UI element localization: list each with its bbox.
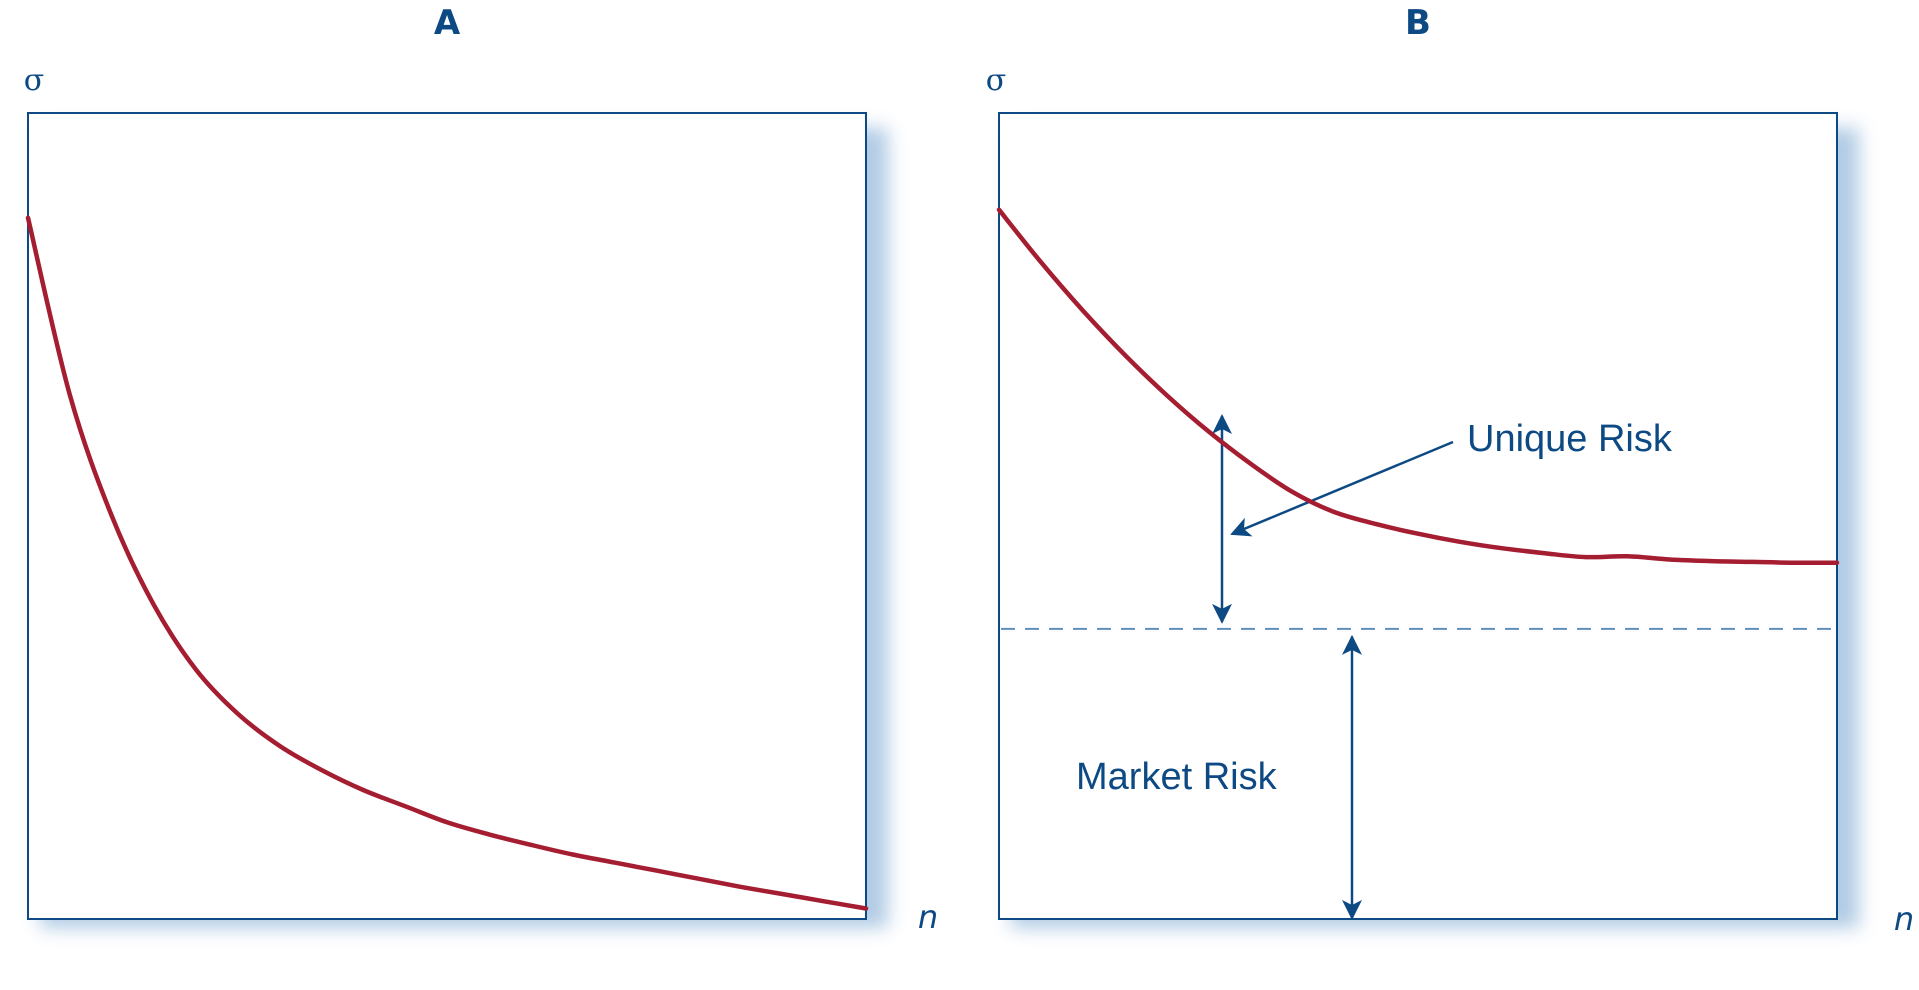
panel-a-frame — [27, 112, 867, 920]
panel-b-frame — [998, 112, 1838, 920]
unique-risk-label: Unique Risk — [1467, 418, 1673, 460]
panel-b-chart: B σ n Unique Risk Market Risk — [986, 3, 1914, 938]
unique-risk-leader-arrow — [1230, 440, 1454, 537]
panel-a-title: A — [434, 3, 461, 43]
panel-b-risk-curve — [996, 207, 1840, 566]
panel-a-y-axis-label: σ — [24, 63, 44, 98]
market-risk-label: Market Risk — [1076, 756, 1278, 798]
panel-a-risk-curve — [25, 215, 869, 911]
panel-b-x-axis-label: n — [1894, 900, 1914, 938]
panel-a-chart: A σ n — [24, 3, 938, 936]
panel-a-x-axis-label: n — [918, 898, 938, 936]
panel-b-title: B — [1405, 3, 1431, 43]
panel-b-y-axis-label: σ — [986, 63, 1006, 98]
